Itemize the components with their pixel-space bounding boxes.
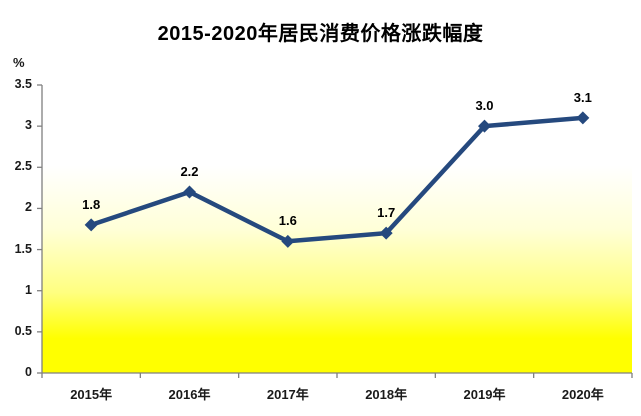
x-axis-category-label: 2016年 [168,387,211,402]
data-point-label: 3.1 [573,89,592,105]
data-point-label: 1.8 [82,196,101,212]
data-point-marker [183,185,196,199]
y-tick-label: 0.5 [14,323,32,338]
data-point-label: 3.0 [475,98,494,114]
x-axis-category-label: 2018年 [365,387,408,402]
data-point-marker [84,218,98,232]
series-line [88,115,586,244]
y-tick-label: 2 [25,200,32,215]
data-point-marker [576,111,590,125]
x-axis-category-label: 2017年 [266,387,309,402]
data-point-label: 1.6 [278,213,297,229]
y-tick-label: 1 [25,282,32,297]
y-tick-label: 3 [25,118,32,133]
data-point-label: 1.7 [377,205,396,221]
chart-title: 2015-2020年居民消费价格涨跌幅度 [157,23,484,45]
y-axis-unit-label: % [13,55,25,70]
x-axis-category-label: 2015年 [70,387,113,402]
x-axis-category-label: 2020年 [561,387,604,402]
data-point-label: 2.2 [180,163,199,179]
y-tick-label: 2.5 [14,159,32,174]
data-point-marker [379,226,393,240]
plot-area-background [42,85,632,373]
x-axis-category-label: 2019年 [463,387,506,402]
y-tick-label: 1.5 [14,241,32,256]
data-point-marker [478,119,491,133]
y-tick-label: 0 [25,365,32,379]
data-point-marker [281,234,295,248]
y-tick-label: 3.5 [14,77,32,91]
